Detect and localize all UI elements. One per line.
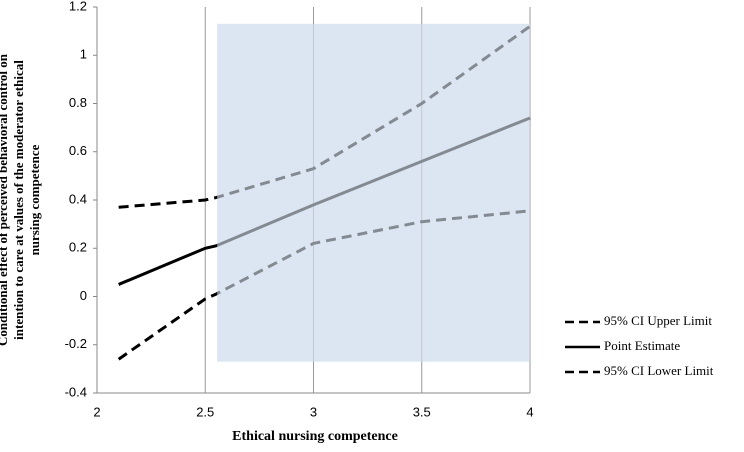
x-tick-label: 3.5: [413, 404, 431, 419]
y-tick-label: 1: [80, 47, 87, 62]
y-axis-title: Conditional effect of perceived behavior…: [0, 53, 42, 346]
legend-label: Point Estimate: [604, 338, 680, 353]
y-axis-title-line: nursing competence: [27, 144, 42, 255]
legend-label: 95% CI Upper Limit: [604, 313, 712, 328]
y-tick-label: -0.2: [65, 336, 87, 351]
x-tick-label: 2: [93, 404, 100, 419]
y-tick-label: 1.2: [69, 0, 87, 13]
y-tick-label: 0: [80, 288, 87, 303]
x-tick-label: 2.5: [196, 404, 214, 419]
y-tick-label: 0.8: [69, 95, 87, 110]
y-tick-label: 0.6: [69, 143, 87, 158]
y-tick-label: 0.4: [69, 191, 87, 206]
region-overlay: [217, 23, 530, 362]
legend-label: 95% CI Lower Limit: [604, 363, 714, 378]
x-tick-label: 3: [310, 404, 317, 419]
y-axis-title-line: Conditional effect of perceived behavior…: [0, 53, 10, 346]
y-axis-title-line: intention to care at values of the moder…: [11, 60, 26, 340]
y-tick-label: 0.2: [69, 240, 87, 255]
x-axis-title: Ethical nursing competence: [232, 429, 398, 444]
y-tick-label: -0.4: [65, 384, 87, 399]
x-tick-label: 4: [526, 404, 533, 419]
